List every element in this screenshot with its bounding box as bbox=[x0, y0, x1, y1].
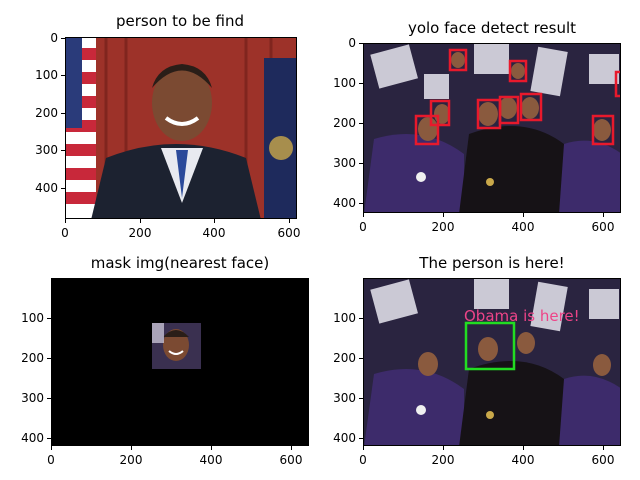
found-image: Obama is here! bbox=[363, 278, 621, 446]
overlay-label: Obama is here! bbox=[464, 307, 580, 325]
y-tick-label: 100 bbox=[35, 68, 58, 82]
x-tick-label: 200 bbox=[431, 220, 455, 234]
crowd-drawing bbox=[364, 44, 620, 212]
portrait-drawing bbox=[66, 38, 296, 218]
y-tick-label: 100 bbox=[21, 311, 44, 325]
y-tick-label: 100 bbox=[333, 76, 356, 90]
y-tick-label: 300 bbox=[21, 391, 44, 405]
x-tick-label: 400 bbox=[199, 453, 223, 467]
x-tick-label: 200 bbox=[119, 453, 143, 467]
x-tick-label: 0 bbox=[47, 453, 55, 467]
y-tick-label: 200 bbox=[333, 351, 356, 365]
y-tick-label: 400 bbox=[333, 196, 356, 210]
panel-title-found: The person is here! bbox=[419, 254, 565, 272]
x-tick-label: 600 bbox=[591, 220, 615, 234]
panel-title-detect: yolo face detect result bbox=[407, 19, 577, 37]
x-tick-label: 400 bbox=[511, 453, 535, 467]
x-tick-label: 400 bbox=[202, 226, 226, 240]
detect-image bbox=[363, 43, 621, 213]
panel-title-mask: mask img(nearest face) bbox=[90, 254, 270, 272]
x-tick-label: 0 bbox=[359, 220, 367, 234]
x-tick-label: 0 bbox=[359, 453, 367, 467]
y-tick-label: 0 bbox=[348, 36, 356, 50]
y-tick-label: 0 bbox=[50, 31, 58, 45]
y-tick-label: 200 bbox=[333, 116, 356, 130]
x-tick-label: 600 bbox=[279, 453, 303, 467]
y-tick-label: 200 bbox=[21, 351, 44, 365]
y-tick-label: 300 bbox=[35, 143, 58, 157]
mask-image bbox=[51, 278, 309, 446]
mask-drawing bbox=[52, 279, 308, 445]
x-tick-label: 600 bbox=[277, 226, 301, 240]
portrait-image bbox=[65, 37, 297, 219]
panel-title-portrait: person to be find bbox=[115, 12, 244, 30]
x-tick-label: 0 bbox=[61, 226, 69, 240]
y-tick-label: 400 bbox=[21, 431, 44, 445]
x-tick-label: 200 bbox=[128, 226, 152, 240]
y-tick-label: 300 bbox=[333, 391, 356, 405]
y-tick-label: 100 bbox=[333, 311, 356, 325]
y-tick-label: 400 bbox=[333, 431, 356, 445]
x-tick-label: 600 bbox=[591, 453, 615, 467]
y-tick-label: 400 bbox=[35, 181, 58, 195]
x-tick-label: 400 bbox=[511, 220, 535, 234]
x-tick-label: 200 bbox=[431, 453, 455, 467]
y-tick-label: 300 bbox=[333, 156, 356, 170]
found-drawing bbox=[364, 279, 620, 445]
y-tick-label: 200 bbox=[35, 106, 58, 120]
